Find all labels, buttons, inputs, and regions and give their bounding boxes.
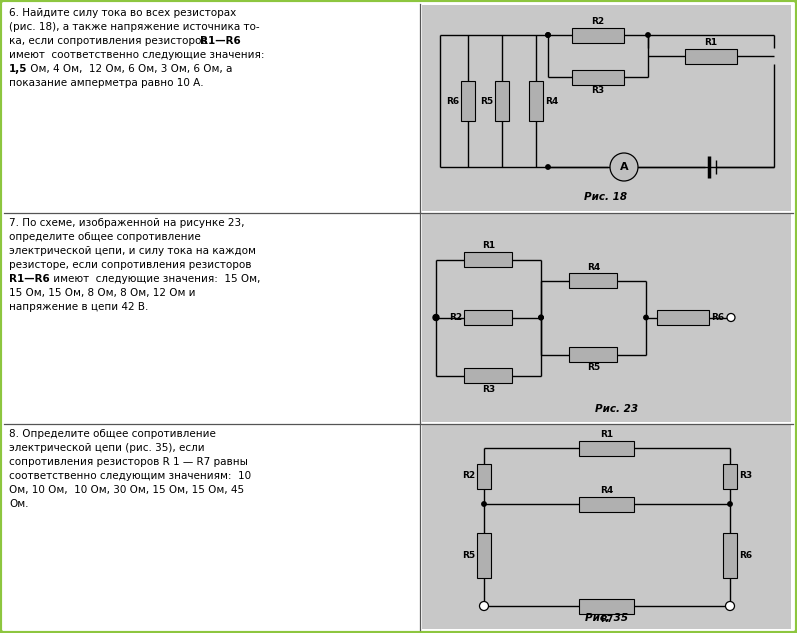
Text: 6. Найдите силу тока во всех резисторах: 6. Найдите силу тока во всех резисторах [9,8,236,18]
Text: R3: R3 [482,384,495,394]
Text: сопротивления резисторов R 1 — R7 равны: сопротивления резисторов R 1 — R7 равны [9,457,248,467]
Text: R6: R6 [712,313,724,322]
Bar [658,310,709,325]
Text: R4: R4 [600,486,614,495]
Text: R5: R5 [462,551,475,560]
Text: определите общее сопротивление: определите общее сопротивление [9,232,201,242]
Circle shape [727,313,735,322]
Circle shape [646,33,650,37]
Bar [723,532,737,577]
Bar [495,81,509,121]
Text: R2: R2 [462,472,475,480]
Text: имеют  следующие значения:  15 Ом,: имеют следующие значения: 15 Ом, [50,274,261,284]
Text: R3: R3 [739,472,752,480]
Text: электрической цепи, и силу тока на каждом: электрической цепи, и силу тока на каждо… [9,246,256,256]
Bar [422,214,791,422]
Text: R2: R2 [450,313,462,322]
Circle shape [725,601,735,610]
Text: R1: R1 [482,242,495,251]
Bar [461,81,475,121]
Bar [529,81,543,121]
Circle shape [546,165,550,169]
Circle shape [480,601,489,610]
Circle shape [546,33,550,37]
Bar [422,425,791,629]
Text: R1: R1 [600,430,614,439]
Circle shape [539,315,544,320]
Circle shape [482,502,486,506]
Bar [572,27,624,42]
Text: Ом, 10 Ом,  10 Ом, 30 Ом, 15 Ом, 15 Ом, 45: Ом, 10 Ом, 10 Ом, 30 Ом, 15 Ом, 15 Ом, 4… [9,485,244,495]
Text: A: A [620,162,628,172]
Text: R4: R4 [545,96,558,106]
Text: R1—R6: R1—R6 [200,36,241,46]
Text: показание амперметра равно 10 А.: показание амперметра равно 10 А. [9,78,203,88]
Text: R6: R6 [739,551,752,560]
Text: Рис. 23: Рис. 23 [595,404,638,414]
Text: R2: R2 [591,17,605,26]
Bar [579,441,634,456]
Text: R5: R5 [587,363,600,372]
Circle shape [539,315,544,320]
Circle shape [728,604,732,608]
Circle shape [546,33,550,37]
Bar [579,598,634,613]
Bar [465,310,512,325]
Circle shape [610,153,638,181]
Bar [570,347,618,362]
Bar [477,532,491,577]
Text: резисторе, если сопротивления резисторов: резисторе, если сопротивления резисторов [9,260,252,270]
Circle shape [482,604,486,608]
Text: Ом.: Ом. [9,499,29,509]
Bar [579,496,634,511]
Text: R1: R1 [705,38,717,47]
Circle shape [728,502,732,506]
Text: Рис. 35: Рис. 35 [586,613,629,623]
Bar [465,368,512,383]
Text: имеют  соответственно следующие значения:: имеют соответственно следующие значения: [9,50,265,60]
Text: напряжение в цепи 42 В.: напряжение в цепи 42 В. [9,302,148,312]
Bar [465,252,512,267]
Text: соответственно следующим значениям:  10: соответственно следующим значениям: 10 [9,471,251,481]
Text: 7. По схеме, изображенной на рисунке 23,: 7. По схеме, изображенной на рисунке 23, [9,218,245,228]
Text: электрической цепи (рис. 35), если: электрической цепи (рис. 35), если [9,443,205,453]
Bar [422,5,791,211]
Text: R5: R5 [480,96,493,106]
Text: R1—R6: R1—R6 [9,274,49,284]
Text: (рис. 18), а также напряжение источника то-: (рис. 18), а также напряжение источника … [9,22,260,32]
Text: Рис. 18: Рис. 18 [584,192,627,202]
Bar [572,70,624,84]
Text: Ом, 4 Ом,  12 Ом, 6 Ом, 3 Ом, 6 Ом, а: Ом, 4 Ом, 12 Ом, 6 Ом, 3 Ом, 6 Ом, а [27,64,233,74]
Text: R7: R7 [600,615,614,624]
Text: R4: R4 [587,263,600,272]
Circle shape [434,315,438,320]
Text: R6: R6 [446,96,459,106]
Circle shape [433,315,439,320]
Text: 1,5: 1,5 [9,64,28,74]
Bar [685,49,737,63]
Text: ка, если сопротивления резисторов: ка, если сопротивления резисторов [9,36,211,46]
Text: R3: R3 [591,86,605,95]
Bar [477,463,491,489]
Circle shape [644,315,648,320]
Text: 15 Ом, 15 Ом, 8 Ом, 8 Ом, 12 Ом и: 15 Ом, 15 Ом, 8 Ом, 8 Ом, 12 Ом и [9,288,195,298]
Text: 8. Определите общее сопротивление: 8. Определите общее сопротивление [9,429,216,439]
Bar [570,273,618,288]
Bar [723,463,737,489]
